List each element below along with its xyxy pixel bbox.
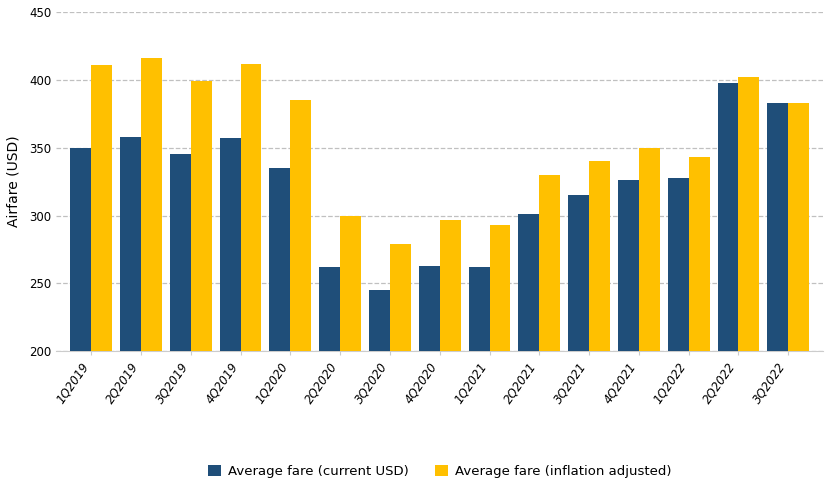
Bar (767, 103, 788, 488)
Bar (170, 155, 191, 488)
Bar (469, 267, 490, 488)
Bar (241, 63, 261, 488)
Bar (390, 244, 411, 488)
Bar (739, 77, 759, 488)
Bar (290, 100, 311, 488)
Bar (369, 290, 390, 488)
Y-axis label: Airfare (USD): Airfare (USD) (7, 136, 21, 227)
Bar (717, 82, 739, 488)
Bar (71, 148, 91, 488)
Bar (91, 65, 112, 488)
Bar (419, 266, 440, 488)
Bar (220, 138, 241, 488)
Bar (667, 178, 689, 488)
Bar (340, 216, 361, 488)
Bar (270, 168, 290, 488)
Bar (569, 195, 589, 488)
Bar (320, 267, 340, 488)
Bar (689, 157, 710, 488)
Bar (788, 103, 809, 488)
Bar (519, 214, 540, 488)
Bar (490, 225, 510, 488)
Bar (589, 162, 610, 488)
Bar (618, 180, 639, 488)
Legend: Average fare (current USD), Average fare (inflation adjusted): Average fare (current USD), Average fare… (203, 460, 676, 484)
Bar (440, 220, 461, 488)
Bar (120, 137, 141, 488)
Bar (639, 148, 660, 488)
Bar (141, 58, 162, 488)
Bar (191, 81, 212, 488)
Bar (540, 175, 560, 488)
